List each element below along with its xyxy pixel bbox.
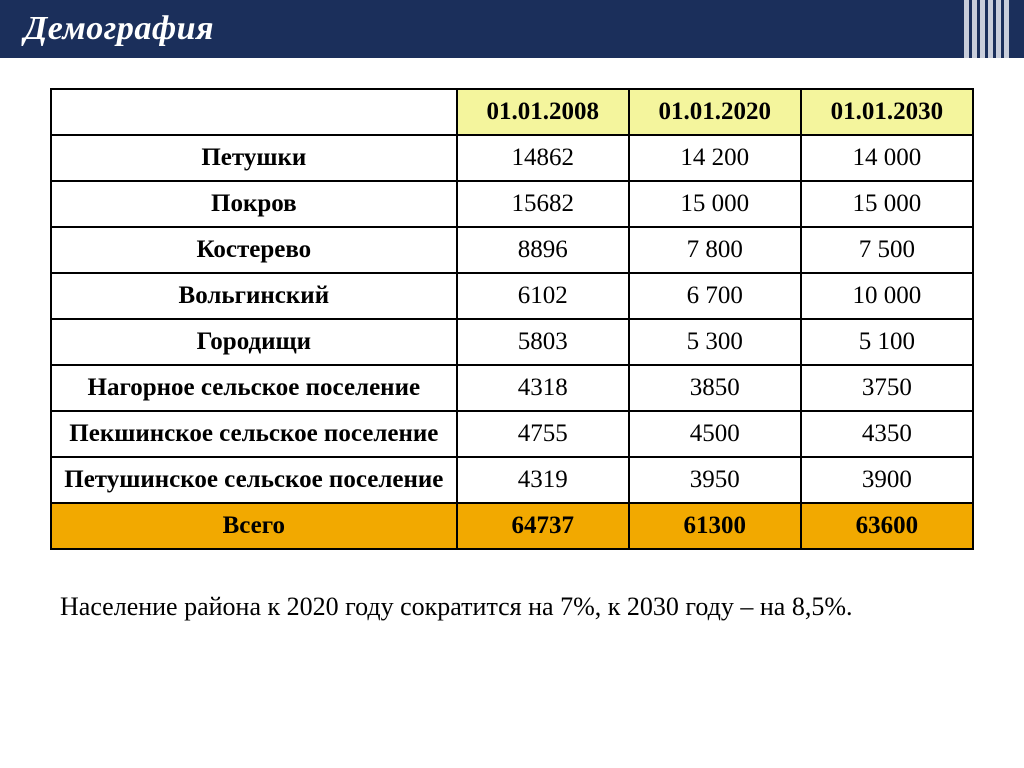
row-label: Покров — [51, 181, 457, 227]
row-label: Нагорное сельское поселение — [51, 365, 457, 411]
cell-value: 3750 — [801, 365, 973, 411]
cell-value: 15 000 — [801, 181, 973, 227]
table-row: Петушки1486214 20014 000 — [51, 135, 973, 181]
cell-value: 14 000 — [801, 135, 973, 181]
cell-value: 6102 — [457, 273, 629, 319]
row-label: Петушинское сельское поселение — [51, 457, 457, 503]
table-header-date: 01.01.2020 — [629, 89, 801, 135]
summary-note: Население района к 2020 году сократится … — [50, 592, 974, 622]
header-decoration — [964, 0, 1024, 58]
demographics-table: 01.01.2008 01.01.2020 01.01.2030 Петушки… — [50, 88, 974, 550]
row-label: Петушки — [51, 135, 457, 181]
table-row: Вольгинский61026 70010 000 — [51, 273, 973, 319]
table-row: Нагорное сельское поселение431838503750 — [51, 365, 973, 411]
cell-value: 5 100 — [801, 319, 973, 365]
cell-value: 3950 — [629, 457, 801, 503]
row-label: Пекшинское сельское поселение — [51, 411, 457, 457]
table-row: Покров1568215 00015 000 — [51, 181, 973, 227]
table-header-blank — [51, 89, 457, 135]
table-row: Костерево88967 8007 500 — [51, 227, 973, 273]
table-header-row: 01.01.2008 01.01.2020 01.01.2030 — [51, 89, 973, 135]
total-label: Всего — [51, 503, 457, 549]
cell-value: 3850 — [629, 365, 801, 411]
row-label: Городищи — [51, 319, 457, 365]
cell-value: 15682 — [457, 181, 629, 227]
cell-value: 4319 — [457, 457, 629, 503]
cell-value: 7 500 — [801, 227, 973, 273]
table-header-date: 01.01.2030 — [801, 89, 973, 135]
cell-value: 10 000 — [801, 273, 973, 319]
table-header-date: 01.01.2008 — [457, 89, 629, 135]
table-row: Пекшинское сельское поселение47554500435… — [51, 411, 973, 457]
table-total-row: Всего647376130063600 — [51, 503, 973, 549]
cell-value: 15 000 — [629, 181, 801, 227]
cell-value: 7 800 — [629, 227, 801, 273]
cell-value: 6 700 — [629, 273, 801, 319]
cell-value: 8896 — [457, 227, 629, 273]
cell-value: 4350 — [801, 411, 973, 457]
cell-value: 4755 — [457, 411, 629, 457]
total-value: 64737 — [457, 503, 629, 549]
row-label: Костерево — [51, 227, 457, 273]
table-row: Городищи58035 3005 100 — [51, 319, 973, 365]
slide-title: Демография — [24, 10, 214, 48]
slide-header: Демография — [0, 0, 1024, 58]
table-row: Петушинское сельское поселение4319395039… — [51, 457, 973, 503]
total-value: 61300 — [629, 503, 801, 549]
cell-value: 14 200 — [629, 135, 801, 181]
total-value: 63600 — [801, 503, 973, 549]
cell-value: 5803 — [457, 319, 629, 365]
cell-value: 4500 — [629, 411, 801, 457]
cell-value: 14862 — [457, 135, 629, 181]
cell-value: 3900 — [801, 457, 973, 503]
cell-value: 4318 — [457, 365, 629, 411]
slide-content: 01.01.2008 01.01.2020 01.01.2030 Петушки… — [0, 58, 1024, 622]
row-label: Вольгинский — [51, 273, 457, 319]
cell-value: 5 300 — [629, 319, 801, 365]
